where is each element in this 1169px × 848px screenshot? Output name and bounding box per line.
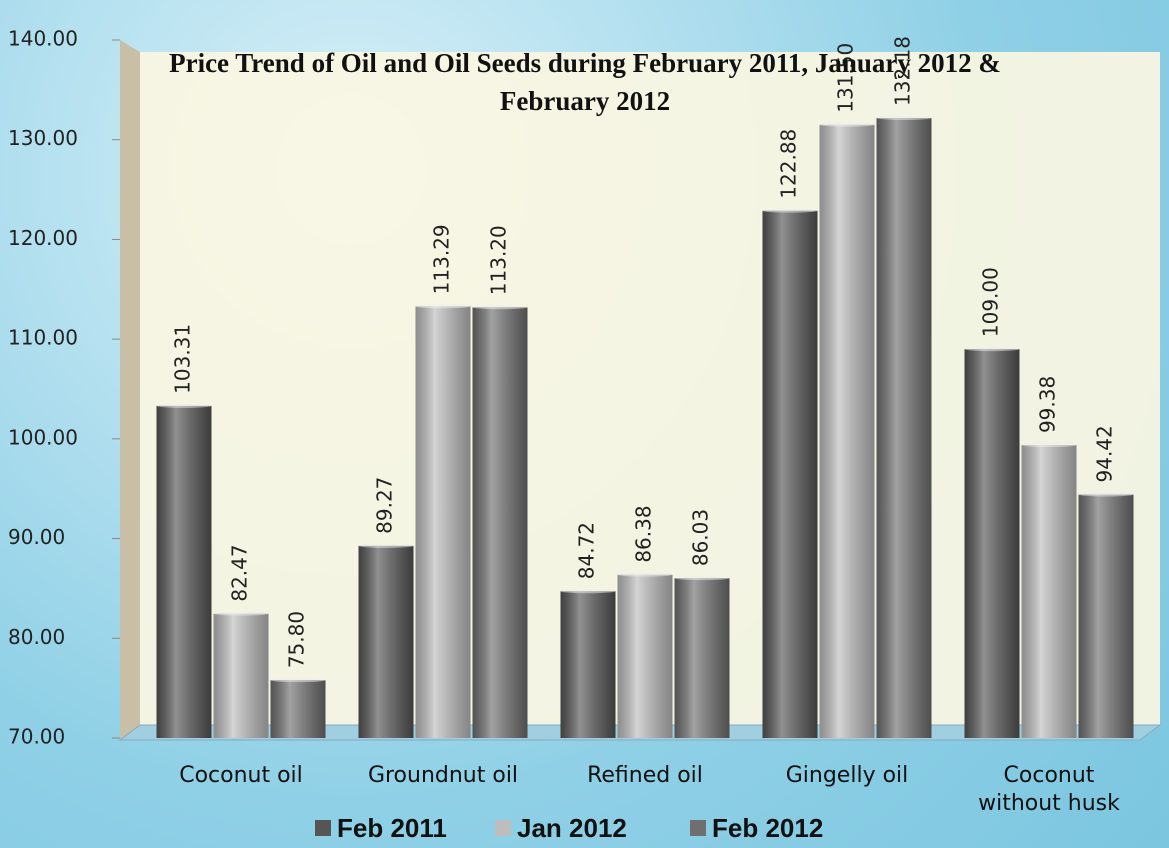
bar-cap (358, 543, 414, 548)
legend-label: Feb 2011 (337, 813, 447, 843)
bar-shade (674, 578, 730, 738)
data-label: 109.00 (979, 267, 1003, 337)
data-label: 132.18 (891, 36, 915, 106)
x-tick-label: Coconut without husk (978, 763, 1120, 816)
y-tick-label: 140.00 (8, 27, 78, 51)
bar-shade (964, 349, 1020, 738)
y-tick-label: 130.00 (8, 126, 78, 150)
y-tick-label: 80.00 (8, 625, 65, 649)
data-label: 131.50 (834, 43, 858, 113)
bar-cap (819, 122, 875, 127)
y-tick-label: 120.00 (8, 226, 78, 250)
data-label: 75.80 (285, 611, 309, 668)
x-tick-label: Groundnut oil (367, 763, 519, 788)
bar-cap (213, 611, 269, 616)
y-tick-label: 70.00 (8, 725, 65, 749)
bar-shade (1021, 445, 1077, 738)
bar-cap (415, 304, 471, 309)
y-tick-label: 110.00 (8, 326, 78, 350)
data-label: 113.20 (487, 225, 511, 295)
bar-cap (876, 115, 932, 120)
bar-cap (762, 208, 818, 213)
x-tick-label: Gingelly oil (785, 763, 909, 788)
legend-swatch (315, 820, 331, 836)
bar-shade (270, 680, 326, 738)
y-tick-label: 100.00 (8, 425, 78, 449)
bar-shade (617, 574, 673, 738)
bar-shade (876, 117, 932, 739)
data-label: 122.88 (777, 129, 801, 199)
bar-shade (358, 545, 414, 738)
chart-title: Price Trend of Oil and Oil Seeds during … (169, 48, 1001, 116)
bar-shade (560, 591, 616, 738)
y-tick-label: 90.00 (8, 525, 65, 549)
bar-cap (472, 305, 528, 310)
bar-cap (1078, 492, 1134, 497)
bar-shade (415, 306, 471, 738)
bar-shade (762, 210, 818, 738)
legend-label: Jan 2012 (517, 813, 627, 843)
x-tick-label: Refined oil (587, 763, 703, 788)
legend-swatch (690, 820, 706, 836)
data-label: 89.27 (373, 477, 397, 534)
legend-swatch (495, 820, 511, 836)
bar-cap (156, 403, 212, 408)
data-label: 103.31 (171, 324, 195, 394)
data-label: 99.38 (1036, 376, 1060, 433)
bar-shade (1078, 494, 1134, 738)
bar-cap (674, 576, 730, 581)
x-tick-label: Coconut oil (179, 763, 303, 788)
bar-shade (472, 307, 528, 738)
bar-shade (819, 124, 875, 738)
data-label: 82.47 (228, 544, 252, 601)
legend-label: Feb 2012 (712, 813, 823, 843)
bar-cap (270, 678, 326, 683)
bar-shade (213, 613, 269, 738)
side-wall (120, 40, 140, 740)
data-label: 86.03 (689, 509, 713, 566)
data-label: 84.72 (575, 522, 599, 579)
bar-cap (560, 589, 616, 594)
bar-shade (156, 405, 212, 738)
data-label: 86.38 (632, 505, 656, 562)
bar-cap (617, 572, 673, 577)
bar-cap (1021, 443, 1077, 448)
data-label: 94.42 (1093, 425, 1117, 482)
bar-cap (964, 347, 1020, 352)
data-label: 113.29 (430, 224, 454, 294)
